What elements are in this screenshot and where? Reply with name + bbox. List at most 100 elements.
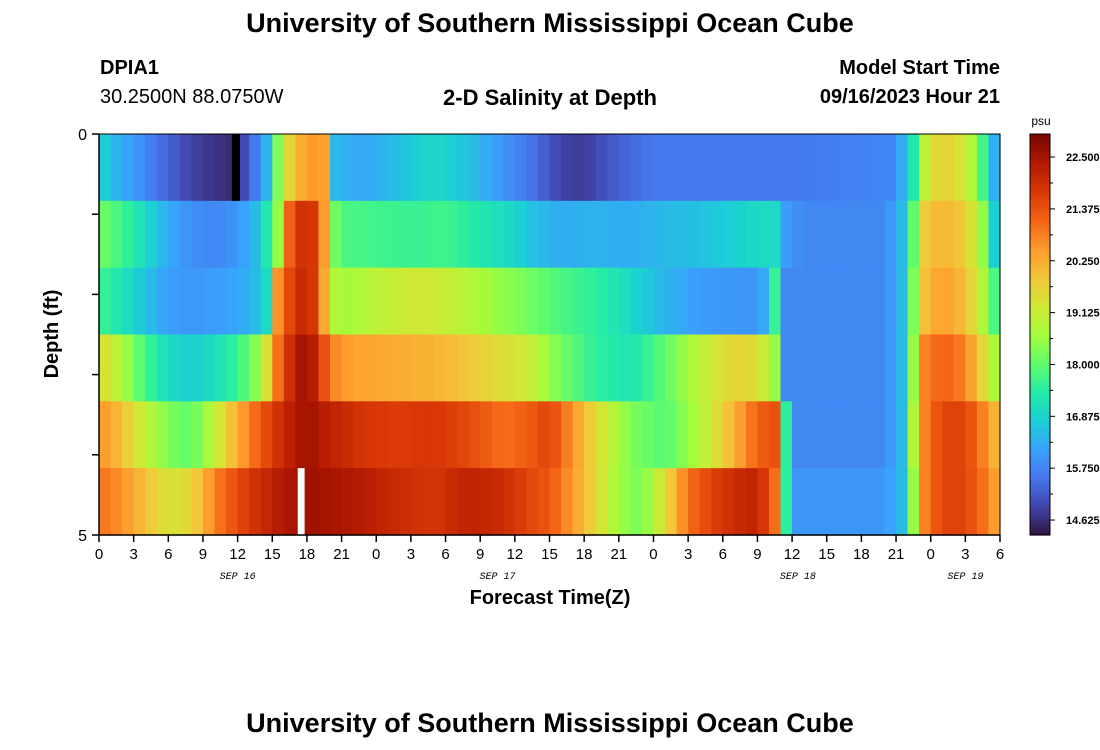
heatmap-cell — [537, 334, 551, 402]
heatmap-cell — [202, 334, 216, 402]
colorbar-swatch — [1030, 294, 1050, 298]
heatmap-cell — [330, 334, 343, 402]
heatmap-cell — [295, 134, 308, 202]
heatmap-cell — [953, 200, 966, 269]
heatmap-cell — [341, 200, 354, 269]
heatmap-cell — [988, 334, 1001, 402]
heatmap-cell — [907, 401, 920, 469]
colorbar-swatch — [1030, 221, 1050, 225]
heatmap-cell — [745, 200, 759, 269]
heatmap-cell — [711, 334, 724, 402]
heatmap-cell — [364, 134, 377, 202]
heatmap-cell — [168, 200, 181, 269]
colorbar-swatch — [1030, 141, 1050, 145]
heatmap-cell — [526, 468, 539, 536]
heatmap-cell — [110, 200, 123, 269]
heatmap-cell — [665, 334, 678, 402]
heatmap-cell — [988, 200, 1001, 269]
colorbar-swatch — [1030, 219, 1050, 223]
heatmap-cell — [399, 401, 412, 469]
heatmap-cell — [849, 401, 862, 469]
heatmap-cell — [803, 334, 816, 402]
heatmap-cell — [780, 468, 793, 536]
heatmap-cell — [306, 334, 320, 402]
heatmap-cell — [734, 334, 747, 402]
heatmap-cell — [468, 468, 481, 536]
heatmap-cell — [815, 401, 828, 469]
heatmap-cell — [364, 200, 377, 269]
colorbar-swatch — [1030, 497, 1050, 501]
heatmap-cell — [179, 401, 193, 469]
x-tick-label: 0 — [927, 546, 935, 563]
heatmap-cell — [422, 401, 435, 469]
colorbar-tick-label: 18.000 — [1066, 359, 1100, 371]
heatmap-cell — [376, 267, 389, 336]
colorbar-swatch — [1030, 354, 1050, 358]
heatmap-cell — [145, 334, 158, 402]
heatmap-cell — [110, 468, 123, 536]
heatmap-cell — [803, 134, 816, 202]
heatmap-cell — [341, 401, 354, 469]
heatmap-cell — [838, 267, 851, 336]
heatmap-cell — [433, 267, 447, 336]
colorbar-swatch — [1030, 284, 1050, 288]
colorbar-swatch — [1030, 161, 1050, 165]
heatmap-cell — [503, 267, 516, 336]
heatmap-cell — [861, 200, 874, 269]
heatmap-cell — [942, 134, 955, 202]
heatmap-cell — [330, 134, 343, 202]
colorbar-swatch — [1030, 424, 1050, 428]
heatmap-cell — [491, 134, 504, 202]
heatmap-cell — [757, 468, 770, 536]
heatmap-cell — [988, 468, 1001, 536]
heatmap-cell — [838, 134, 851, 202]
heatmap-cell — [145, 134, 158, 202]
heatmap-cell — [942, 267, 955, 336]
colorbar-swatch — [1030, 266, 1050, 270]
heatmap-cell — [272, 468, 285, 536]
heatmap-cell — [526, 401, 539, 469]
heatmap-cell — [133, 200, 146, 269]
colorbar-swatch — [1030, 256, 1050, 260]
colorbar-swatch — [1030, 409, 1050, 413]
x-tick-label: 9 — [753, 546, 761, 563]
colorbar-border — [1029, 133, 1051, 536]
heatmap-cell — [156, 200, 169, 269]
heatmap-cell — [665, 200, 678, 269]
heatmap-cell — [734, 267, 747, 336]
heatmap-cell — [884, 134, 897, 202]
heatmap-cell — [480, 134, 493, 202]
colorbar-swatch — [1030, 231, 1050, 235]
heatmap-cell — [457, 200, 470, 269]
colorbar-swatch — [1030, 171, 1050, 175]
colorbar-swatch — [1030, 452, 1050, 456]
colorbar-swatch — [1030, 427, 1050, 431]
heatmap-cell — [953, 468, 966, 536]
x-tick-label: 12 — [507, 546, 524, 563]
heatmap-cell — [387, 468, 400, 536]
heatmap-cell — [202, 267, 216, 336]
heatmap-cell — [168, 468, 181, 536]
heatmap-cell — [214, 334, 227, 402]
colorbar-swatch — [1030, 512, 1050, 516]
heatmap-cell — [168, 334, 181, 402]
heatmap-cell — [584, 267, 597, 336]
heatmap-cell — [433, 334, 447, 402]
heatmap-cell — [976, 334, 990, 402]
heatmap-cell — [295, 401, 308, 469]
colorbar-tick-label: 15.750 — [1066, 463, 1100, 475]
colorbar-swatch — [1030, 244, 1050, 248]
x-tick-label: 0 — [649, 546, 657, 563]
heatmap-cell — [988, 401, 1001, 469]
colorbar-swatch — [1030, 514, 1050, 519]
colorbar-swatch — [1030, 236, 1050, 240]
heatmap-cell — [283, 200, 296, 269]
heatmap-cell — [826, 134, 839, 202]
heatmap-cell — [641, 401, 655, 469]
heatmap-cell — [226, 468, 239, 536]
heatmap-cell — [156, 134, 169, 202]
heatmap-cell — [145, 401, 158, 469]
station-id: DPIA1 — [100, 57, 159, 79]
heatmap-cell — [503, 134, 516, 202]
x-tick-label: 6 — [719, 546, 727, 563]
